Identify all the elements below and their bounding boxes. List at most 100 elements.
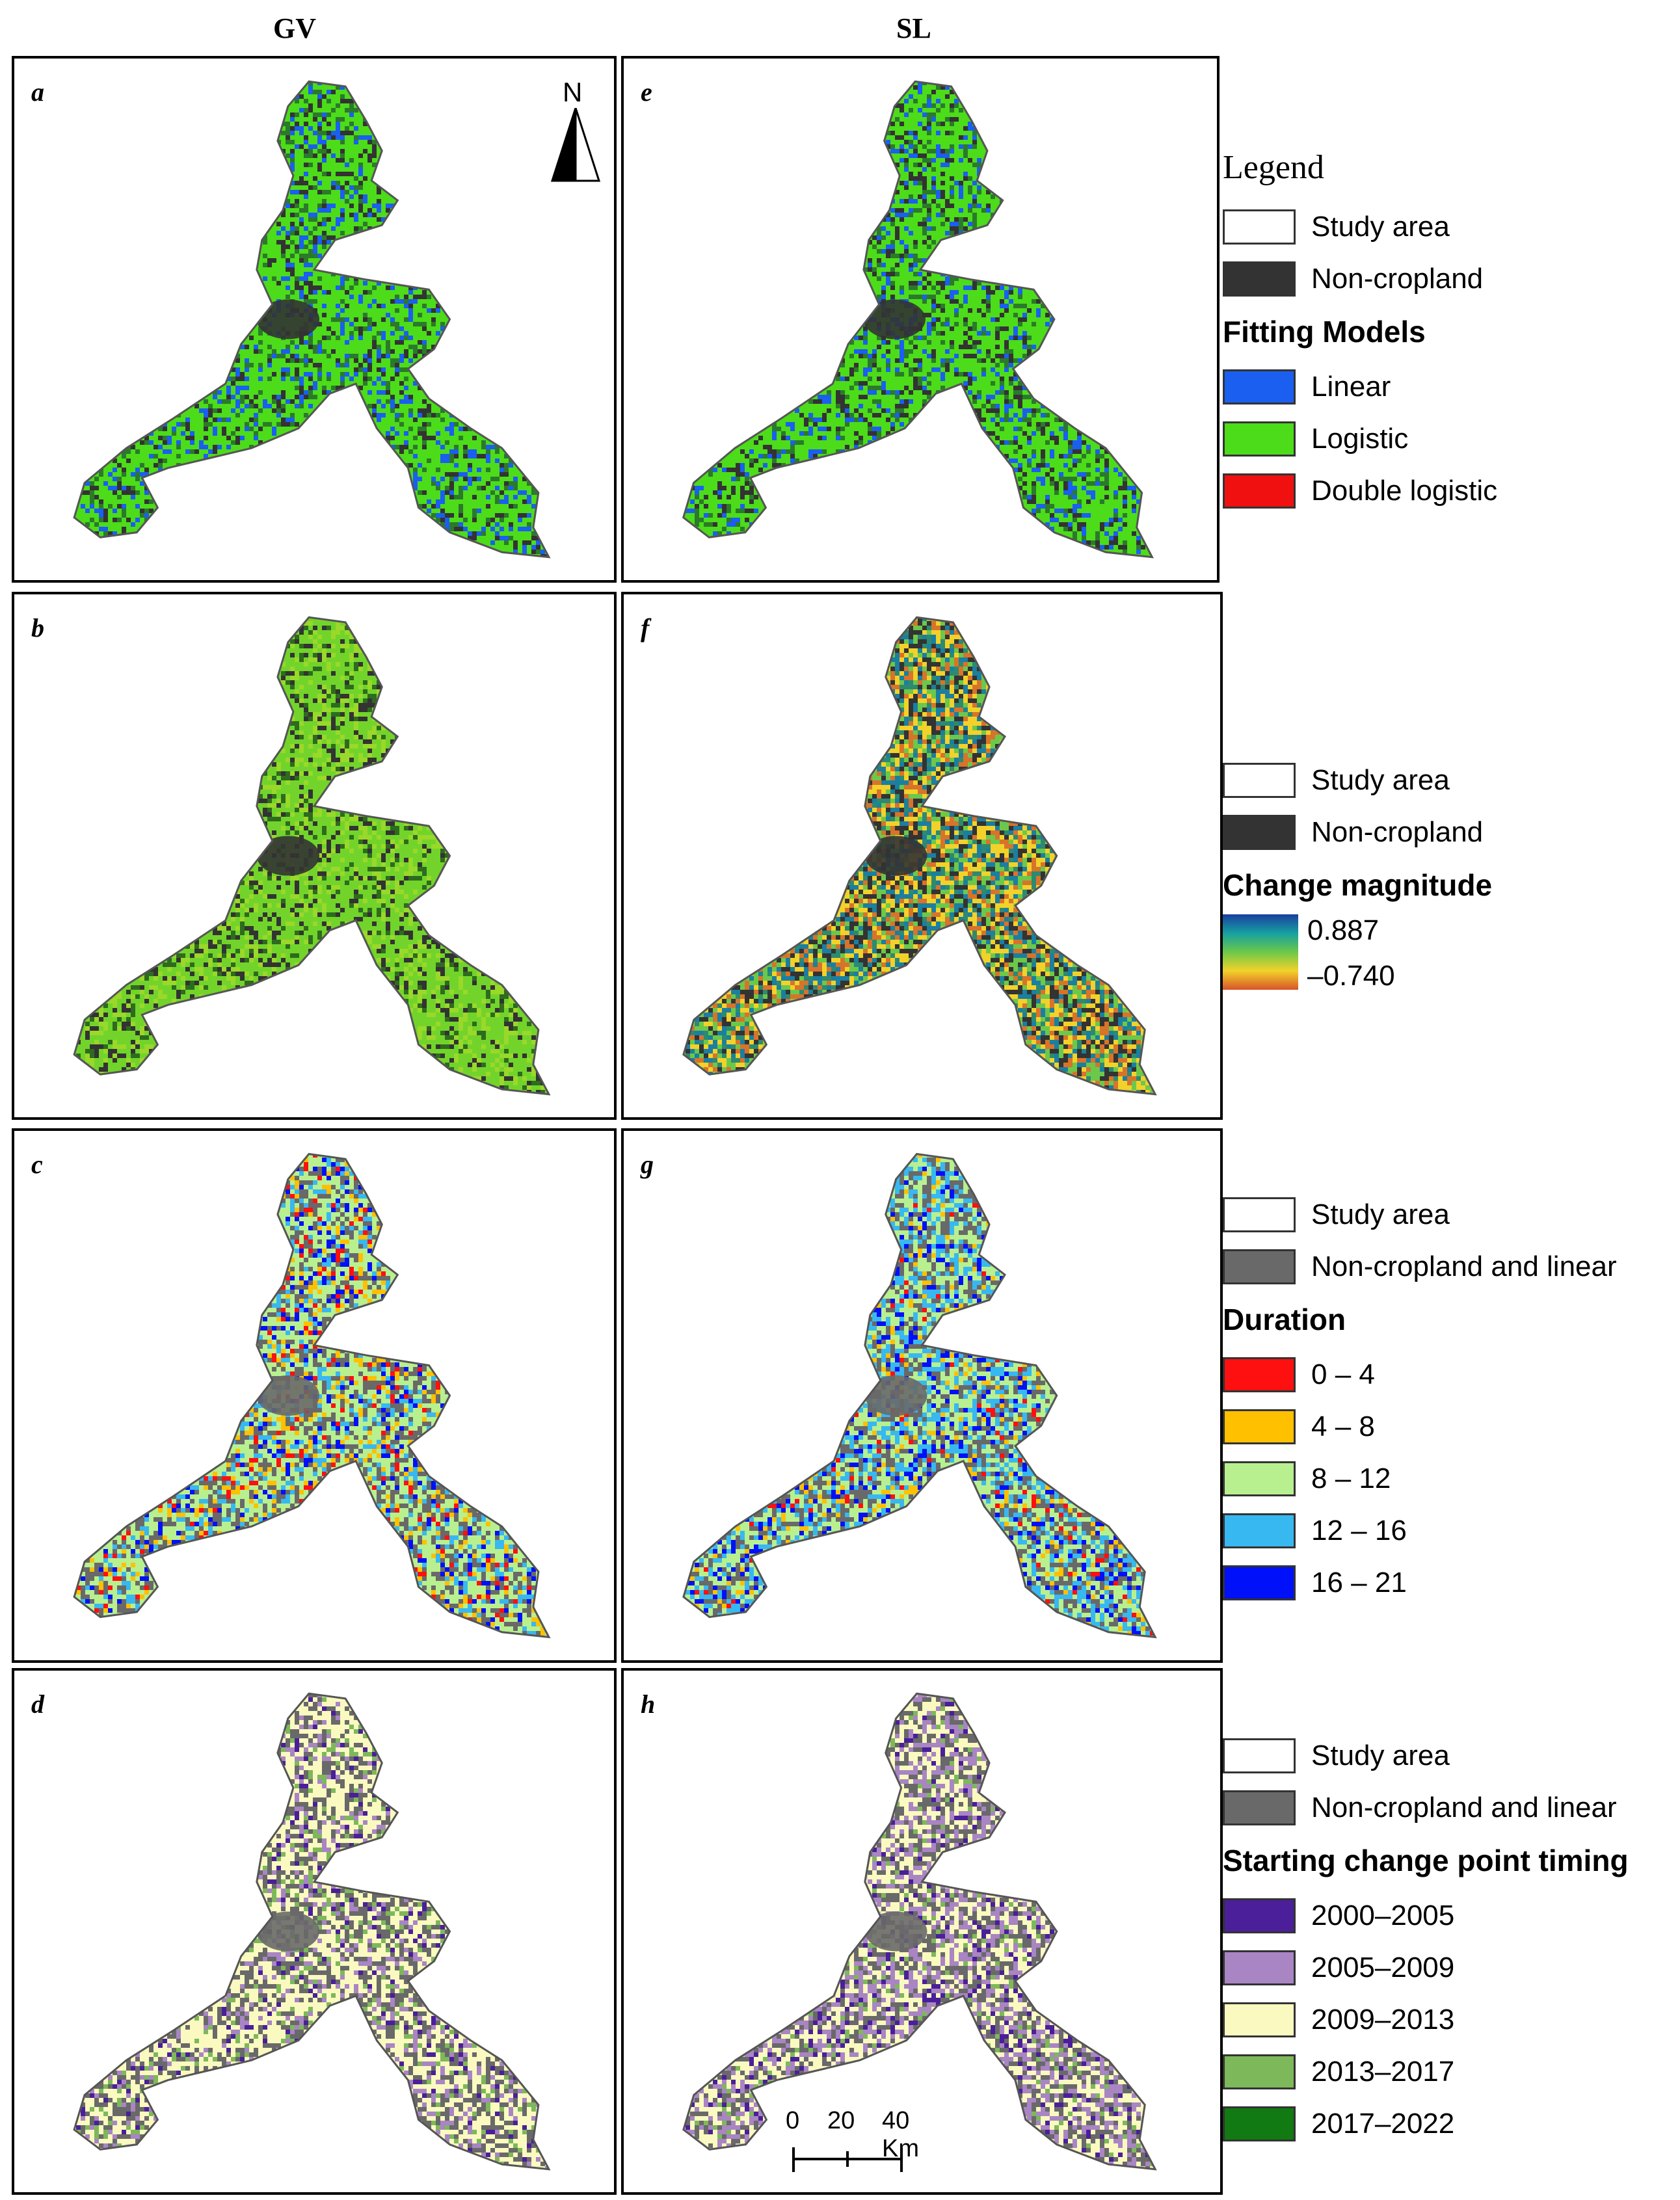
panel-label-a: a: [31, 77, 44, 107]
magnitude-color-ramp: 0.887 –0.740: [1223, 914, 1672, 992]
column-header-gv: GV: [273, 12, 316, 45]
legend-swatch: [1223, 815, 1296, 850]
legend-item-timing-4: 2013–2017: [1223, 2046, 1672, 2098]
map-d: [73, 1692, 551, 2171]
urban-area: [864, 836, 927, 876]
legend-label: 12 – 16: [1311, 1515, 1407, 1547]
urban-area: [256, 836, 320, 876]
legend-label: 2013–2017: [1311, 2056, 1454, 2088]
study-area-boundary: [73, 80, 551, 559]
legend-item-study-area: Study area: [1223, 1189, 1672, 1241]
study-area-boundary: [73, 1692, 551, 2171]
north-letter: N: [563, 77, 582, 108]
ramp-min-label: –0.740: [1307, 960, 1395, 992]
legend-label: 2005–2009: [1311, 1952, 1454, 1984]
column-header-sl: SL: [896, 12, 931, 45]
legend-change-timing: Study area Non-cropland and linear Start…: [1223, 1730, 1672, 2150]
panel-label-d: d: [31, 1689, 44, 1719]
legend-swatch: [1223, 1790, 1296, 1825]
panel-label-f: f: [641, 613, 649, 643]
urban-area: [256, 299, 320, 339]
legend-heading: Change magnitude: [1223, 868, 1672, 903]
legend-swatch: [1223, 261, 1296, 297]
legend-swatch: [1223, 2054, 1296, 2089]
legend-item-timing-5: 2017–2022: [1223, 2098, 1672, 2150]
legend-swatch: [1223, 1950, 1296, 1985]
urban-area: [864, 1375, 927, 1416]
legend-label: 0 – 4: [1311, 1358, 1375, 1391]
legend-item-non-cropland: Non-cropland: [1223, 253, 1672, 305]
legend-swatch: [1223, 1898, 1296, 1933]
legend-title: Legend: [1223, 148, 1672, 187]
legend-label: 16 – 21: [1311, 1567, 1407, 1599]
study-area-boundary: [682, 616, 1157, 1096]
legend-change-magnitude: Study area Non-cropland Change magnitude…: [1223, 754, 1672, 992]
legend-label: 4 – 8: [1311, 1411, 1375, 1443]
map-panel-f: f: [621, 592, 1223, 1120]
panel-label-b: b: [31, 613, 44, 643]
study-area-boundary: [682, 1152, 1157, 1639]
legend-label: Study area: [1311, 764, 1450, 797]
legend-item-double-logistic: Double logistic: [1223, 465, 1672, 517]
map-b: [73, 616, 551, 1096]
legend-item-duration-1: 0 – 4: [1223, 1349, 1672, 1401]
map-panel-g: g: [621, 1128, 1223, 1663]
legend-swatch: [1223, 421, 1296, 457]
map-h: [682, 1692, 1157, 2171]
legend-swatch: [1223, 2106, 1296, 2141]
legend-label: Non-cropland: [1311, 816, 1483, 849]
legend-heading: Fitting Models: [1223, 314, 1672, 349]
legend-heading: Starting change point timing: [1223, 1843, 1672, 1878]
legend-item-study-area: Study area: [1223, 201, 1672, 253]
study-area-boundary: [682, 80, 1154, 559]
map-panel-h: h: [621, 1668, 1223, 2195]
map-c: [73, 1152, 551, 1639]
legend-duration: Study area Non-cropland and linear Durat…: [1223, 1189, 1672, 1609]
legend-item-duration-2: 4 – 8: [1223, 1401, 1672, 1453]
scale-bar: 0 20 40 Km: [780, 2107, 950, 2179]
ramp-max-label: 0.887: [1307, 914, 1395, 947]
legend-item-logistic: Logistic: [1223, 413, 1672, 465]
legend-item-duration-4: 12 – 16: [1223, 1505, 1672, 1557]
legend-swatch: [1223, 1197, 1296, 1232]
map-panel-e: e: [621, 56, 1220, 583]
legend-swatch: [1223, 1409, 1296, 1444]
legend-item-duration-3: 8 – 12: [1223, 1453, 1672, 1505]
legend-label: Study area: [1311, 1740, 1450, 1772]
legend-label: 2017–2022: [1311, 2108, 1454, 2140]
urban-area: [864, 1911, 927, 1952]
legend-label: 2000–2005: [1311, 1900, 1454, 1932]
legend-swatch: [1223, 1357, 1296, 1392]
legend-item-study-area: Study area: [1223, 754, 1672, 806]
legend-swatch: [1223, 2002, 1296, 2037]
legend-label: Linear: [1311, 371, 1391, 403]
legend-item-duration-5: 16 – 21: [1223, 1557, 1672, 1609]
legend-swatch: [1223, 1461, 1296, 1496]
scale-label-0: 0: [786, 2107, 799, 2135]
north-arrow: N: [550, 77, 602, 187]
color-ramp-bar: [1223, 914, 1298, 990]
map-panel-c: c: [12, 1128, 617, 1663]
legend-swatch: [1223, 1738, 1296, 1773]
study-area-boundary: [73, 616, 551, 1096]
legend-swatch: [1223, 1565, 1296, 1600]
legend-item-timing-1: 2000–2005: [1223, 1890, 1672, 1942]
map-panel-a: a: [12, 56, 617, 583]
legend-item-linear: Linear: [1223, 361, 1672, 413]
legend-swatch: [1223, 1249, 1296, 1284]
urban-area: [256, 1911, 320, 1952]
legend-swatch: [1223, 369, 1296, 404]
urban-area: [256, 1375, 320, 1416]
legend-swatch: [1223, 763, 1296, 798]
legend-label: 8 – 12: [1311, 1463, 1391, 1495]
legend-swatch: [1223, 1513, 1296, 1548]
scale-label-20: 20: [827, 2107, 855, 2135]
legend-label: 2009–2013: [1311, 2004, 1454, 2036]
legend-heading: Duration: [1223, 1302, 1672, 1337]
study-area-boundary: [73, 1152, 551, 1639]
legend-item-timing-3: 2009–2013: [1223, 1994, 1672, 2046]
legend-item-non-cropland-linear: Non-cropland and linear: [1223, 1241, 1672, 1293]
legend-swatch: [1223, 473, 1296, 509]
panel-label-h: h: [641, 1689, 655, 1719]
legend-item-timing-2: 2005–2009: [1223, 1942, 1672, 1994]
